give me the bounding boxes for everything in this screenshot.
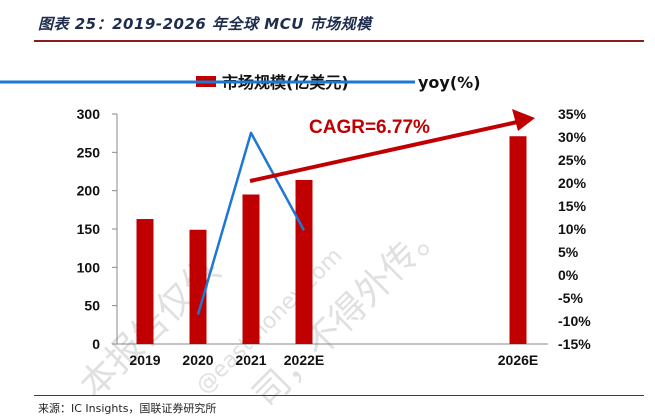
bar-2021 — [242, 194, 260, 344]
left-tick-label: 50 — [84, 298, 100, 314]
legend: 市场规模(亿美元) yoy(%) — [0, 73, 481, 92]
cagr-arrow-head — [512, 109, 535, 131]
right-tick-label: -10% — [558, 313, 591, 329]
cagr-annotation: CAGR=6.77% — [249, 109, 535, 183]
figure-title: 图表 25：2019-2026 年全球 MCU 市场规模 — [38, 15, 372, 33]
left-tick-label: 250 — [77, 144, 101, 160]
x-label-2020: 2020 — [182, 352, 213, 368]
right-tick-label: -5% — [558, 290, 583, 306]
right-tick-label: 25% — [558, 152, 587, 168]
x-label-2026E: 2026E — [498, 352, 538, 368]
left-axis-ticks: 0 50 100 150 200 250 300 — [77, 106, 117, 352]
bar-2019 — [136, 219, 154, 344]
x-axis-labels: 2019 2020 2021 2022E 2026E — [129, 352, 538, 368]
cagr-label: CAGR=6.77% — [309, 117, 430, 138]
source-note: 来源：IC Insights，国联证券研究所 — [38, 402, 217, 415]
bar-series — [136, 136, 527, 344]
right-axis-ticks: -15% -10% -5% 0% 5% 10% 15% 20% 25% 30% 35% — [558, 106, 591, 352]
x-label-2021: 2021 — [235, 352, 266, 368]
right-tick-label: 20% — [558, 175, 587, 191]
yoy-line-series — [196, 131, 306, 315]
x-label-2022E: 2022E — [284, 352, 324, 368]
left-tick-label: 200 — [77, 183, 101, 199]
right-tick-label: 5% — [558, 244, 579, 260]
left-tick-label: 0 — [92, 336, 100, 352]
bar-2022E — [295, 179, 313, 344]
bar-2026E — [509, 136, 527, 344]
left-tick-label: 150 — [77, 221, 101, 237]
right-tick-label: 0% — [558, 267, 579, 283]
right-tick-label: 10% — [558, 221, 587, 237]
right-tick-label: 35% — [558, 106, 587, 122]
bar-2020 — [189, 229, 207, 344]
x-label-2019: 2019 — [129, 352, 160, 368]
bottom-rule — [34, 395, 644, 396]
right-tick-label: 30% — [558, 129, 587, 145]
yoy-line — [196, 131, 306, 315]
legend-line-label: yoy(%) — [418, 73, 481, 92]
title-rule — [34, 40, 644, 42]
left-tick-label: 300 — [77, 106, 101, 122]
left-tick-label: 100 — [77, 259, 101, 275]
right-tick-label: -15% — [558, 336, 591, 352]
right-tick-label: 15% — [558, 198, 587, 214]
cagr-arrow-line — [249, 119, 523, 183]
watermark: 本报告仅供 @eastmoney.com 司，不得外传。 — [72, 209, 452, 415]
